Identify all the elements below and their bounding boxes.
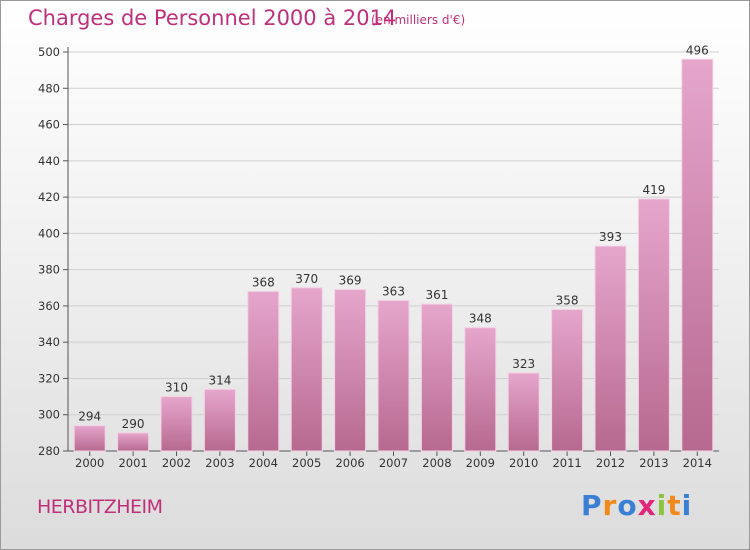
value-label-2006: 369 xyxy=(339,274,362,288)
chart-subtitle: (en milliers d'€) xyxy=(371,13,466,27)
logo-letter: t xyxy=(667,489,682,522)
value-label-2010: 323 xyxy=(512,357,535,371)
value-label-2007: 363 xyxy=(382,284,405,298)
proxiti-logo: Proxiti xyxy=(581,489,692,522)
x-tick-label-2008: 2008 xyxy=(422,456,451,470)
bar-2010 xyxy=(507,372,540,452)
y-tick-label: 440 xyxy=(38,154,60,168)
x-tick-label-2005: 2005 xyxy=(292,456,321,470)
x-tick-label-2011: 2011 xyxy=(552,456,581,470)
logo-letter: i xyxy=(681,489,693,522)
y-tick-label: 420 xyxy=(38,190,60,204)
y-tick-label: 280 xyxy=(38,444,60,458)
value-label-2012: 393 xyxy=(599,230,622,244)
logo-letter: o xyxy=(617,489,638,522)
logo-letter: x xyxy=(637,489,657,522)
x-tick-label-2006: 2006 xyxy=(335,456,364,470)
bar-2008 xyxy=(420,303,453,452)
chart-title: Charges de Personnel 2000 à 2014 xyxy=(28,6,397,30)
logo-letter: P xyxy=(581,489,603,522)
bar-2005 xyxy=(290,287,323,452)
value-label-2009: 348 xyxy=(469,312,492,326)
x-tick-label-2010: 2010 xyxy=(509,456,538,470)
bar-2006 xyxy=(334,289,367,452)
x-tick-label-2013: 2013 xyxy=(639,456,668,470)
value-label-2011: 358 xyxy=(556,294,579,308)
bar-2001 xyxy=(117,432,150,452)
data-labels: 294 290 310 314 368 370 369 363 361 348 323 358 393 4… xyxy=(78,43,709,431)
bar-2004 xyxy=(247,290,280,452)
y-tick-label: 480 xyxy=(38,81,60,95)
x-tick-label-2012: 2012 xyxy=(596,456,625,470)
logo-letter: i xyxy=(656,489,668,522)
bar-2011 xyxy=(551,309,584,452)
y-tick-label: 340 xyxy=(38,335,60,349)
value-label-2005: 370 xyxy=(295,272,318,286)
bar-2013 xyxy=(637,198,670,452)
logo-letter: r xyxy=(602,489,618,522)
value-label-2003: 314 xyxy=(208,373,231,387)
bar-2014 xyxy=(681,58,714,452)
y-tick-label: 300 xyxy=(38,408,60,422)
y-tick-label: 380 xyxy=(38,263,60,277)
bar-2012 xyxy=(594,245,627,452)
bar-2009 xyxy=(464,327,497,452)
value-label-2004: 368 xyxy=(252,275,275,289)
y-tick-label: 460 xyxy=(38,118,60,132)
bar-2000 xyxy=(73,425,106,452)
y-tick-label: 360 xyxy=(38,299,60,313)
value-label-2002: 310 xyxy=(165,381,188,395)
x-tick-label-2000: 2000 xyxy=(75,456,104,470)
x-tick-label-2001: 2001 xyxy=(118,456,147,470)
bar-2003 xyxy=(203,388,236,452)
y-tick-label: 500 xyxy=(38,45,60,59)
value-label-2000: 294 xyxy=(78,410,101,424)
value-label-2001: 290 xyxy=(122,417,145,431)
value-label-2008: 361 xyxy=(425,288,448,302)
y-tick-label: 400 xyxy=(38,226,60,240)
value-label-2013: 419 xyxy=(642,183,665,197)
x-tick-label-2009: 2009 xyxy=(466,456,495,470)
value-label-2014: 496 xyxy=(686,43,709,57)
bars xyxy=(73,58,714,452)
y-tick-label: 320 xyxy=(38,371,60,385)
x-tick-label-2003: 2003 xyxy=(205,456,234,470)
x-tick-label-2007: 2007 xyxy=(379,456,408,470)
x-tick-label-2004: 2004 xyxy=(249,456,278,470)
x-tick-label-2014: 2014 xyxy=(683,456,712,470)
commune-name: HERBITZHEIM xyxy=(37,496,163,518)
bar-2007 xyxy=(377,299,410,452)
bar-2002 xyxy=(160,396,193,452)
x-tick-label-2002: 2002 xyxy=(162,456,191,470)
